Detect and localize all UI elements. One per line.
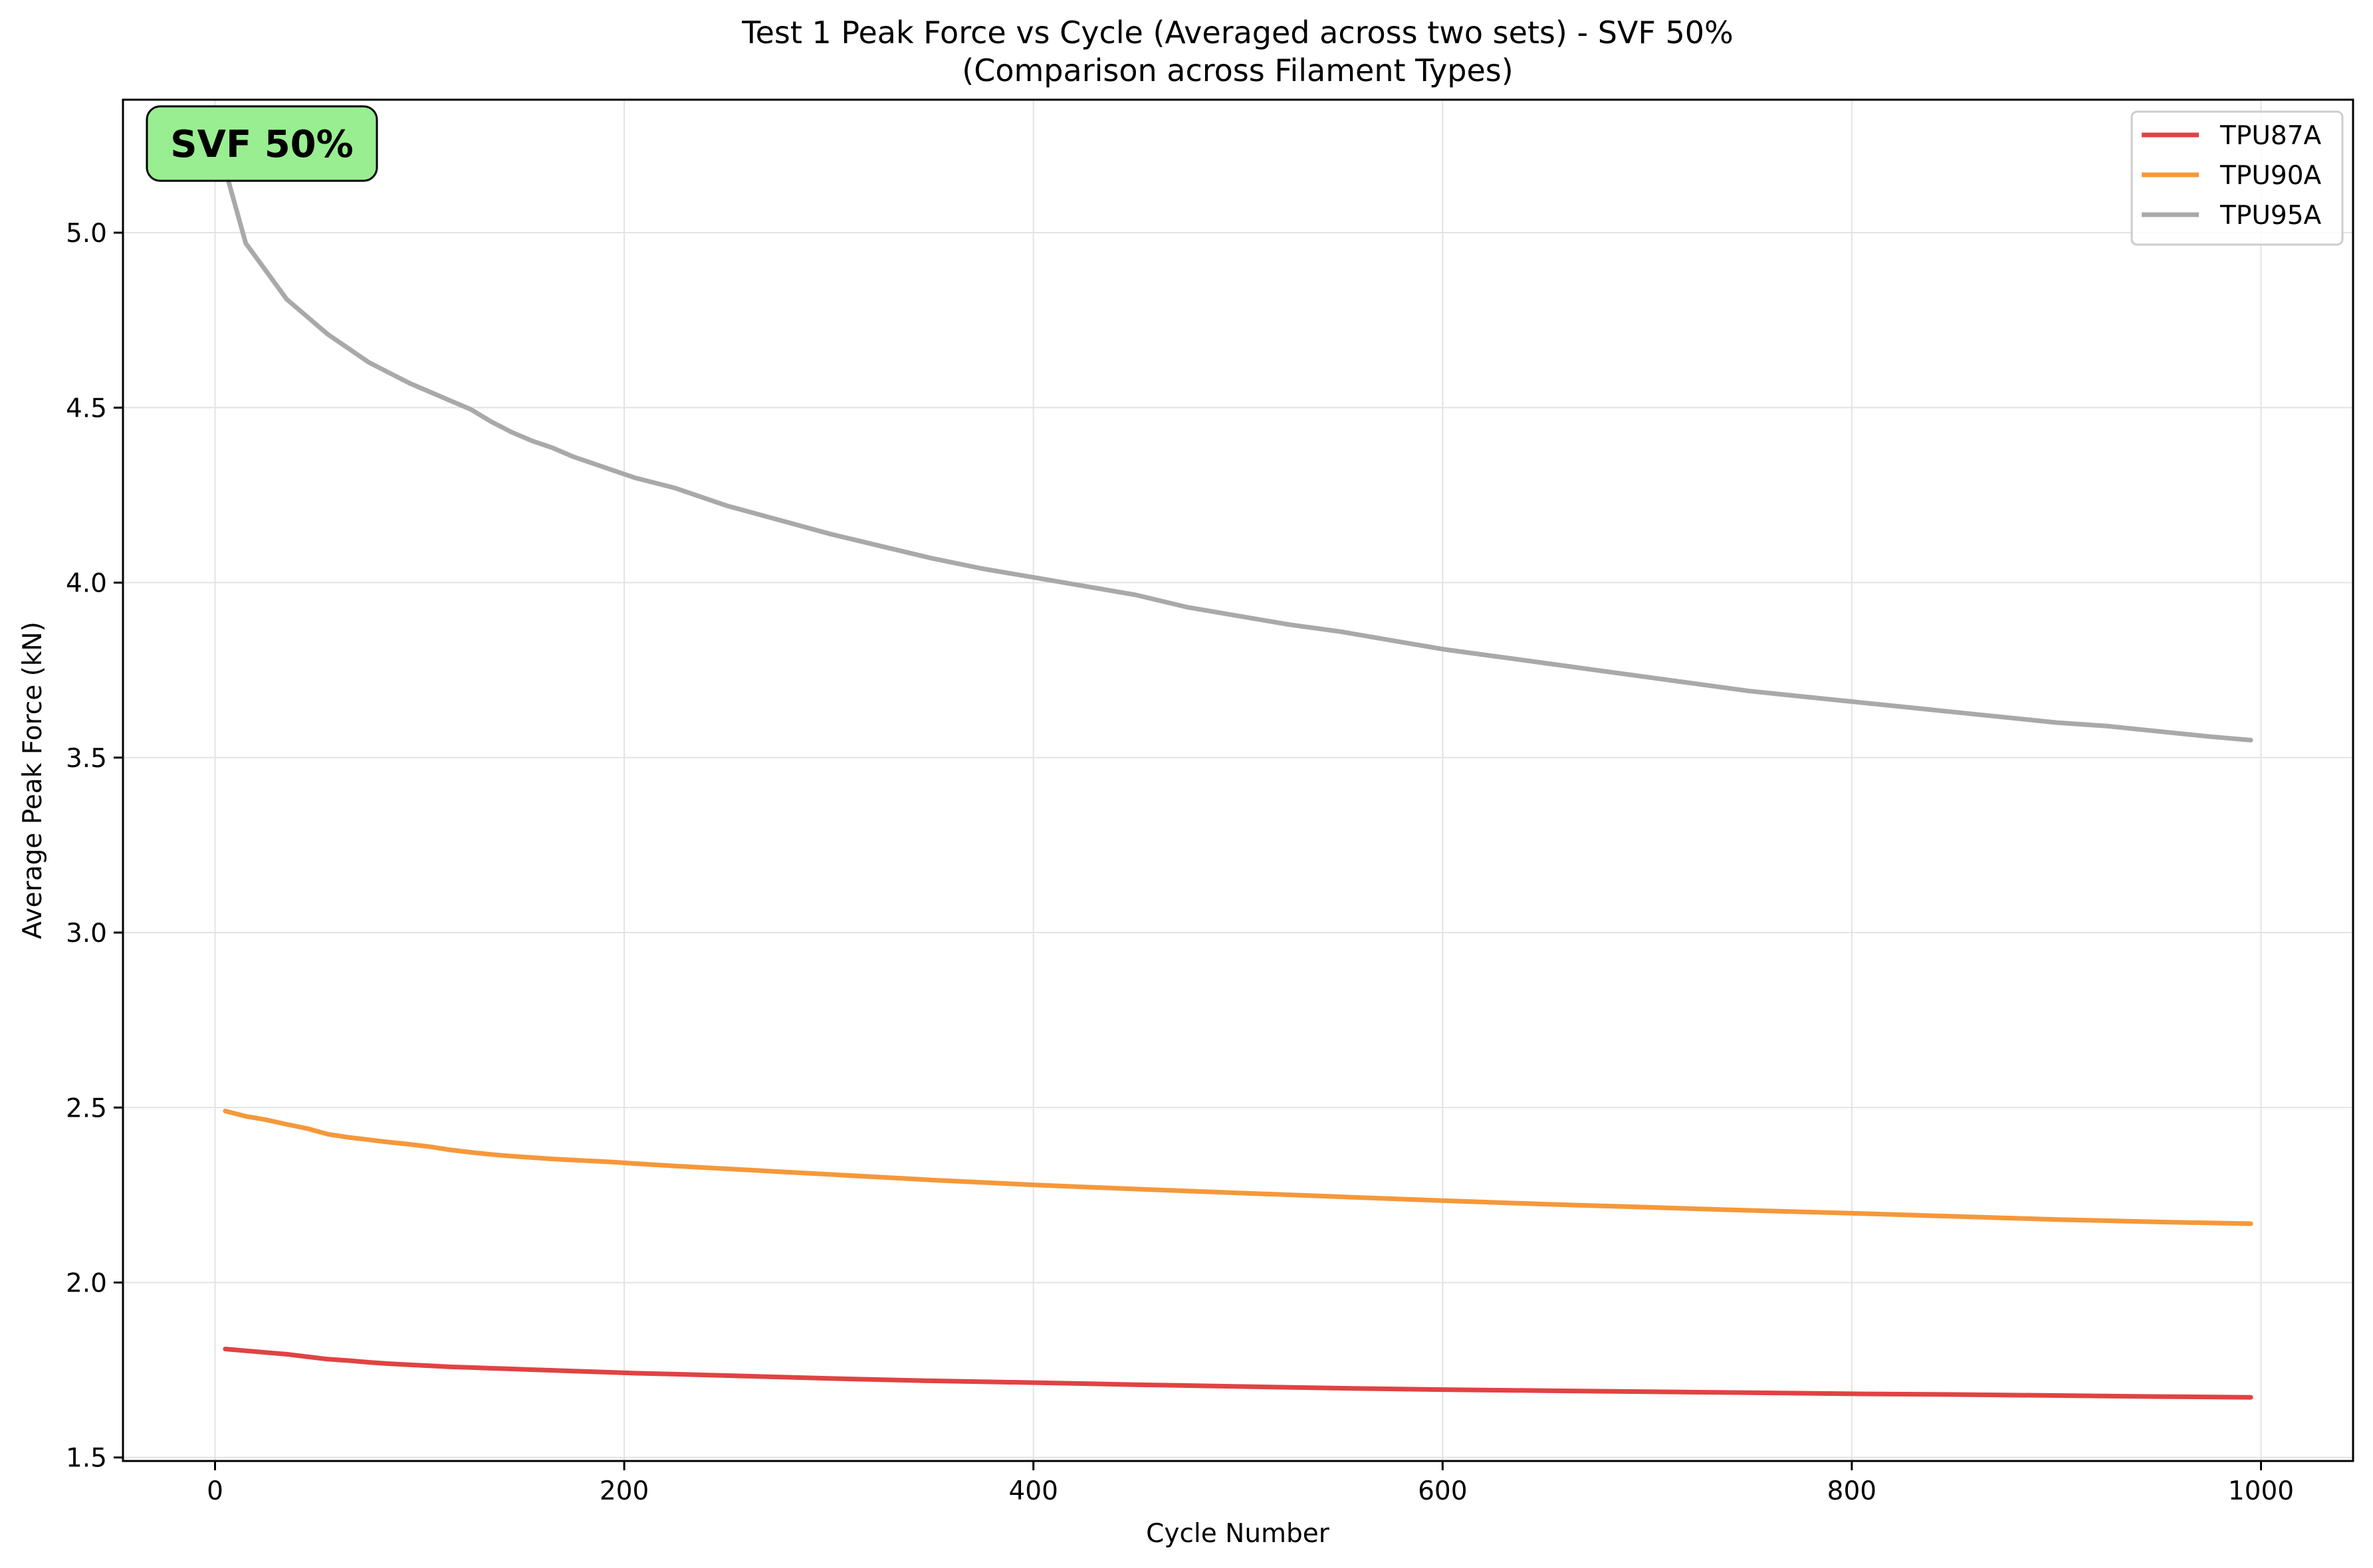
y-tick-label: 2.5 xyxy=(66,1093,107,1123)
gridlines xyxy=(123,100,2353,1461)
svf-annotation-badge: SVF 50% xyxy=(146,105,378,182)
annotation-badge-text: SVF 50% xyxy=(170,123,353,166)
legend-label-tpu87a: TPU87A xyxy=(2219,121,2322,151)
y-tick-label: 1.5 xyxy=(66,1444,107,1474)
y-axis-label: Average Peak Force (kN) xyxy=(18,621,48,939)
annotation-badge-box xyxy=(146,105,378,182)
x-tick-label: 200 xyxy=(600,1476,649,1506)
y-tick-label: 3.0 xyxy=(66,919,107,949)
series-lines xyxy=(223,167,2253,1400)
x-tick-label: 800 xyxy=(1827,1476,1876,1506)
series-line-tpu90a xyxy=(223,1109,2253,1226)
chart-title-line1: Test 1 Peak Force vs Cycle (Averaged acr… xyxy=(741,15,1733,51)
chart-title-line2: (Comparison across Filament Types) xyxy=(962,53,1513,88)
plot-frame xyxy=(122,98,2354,1462)
y-tick-label: 3.5 xyxy=(66,744,107,774)
x-tick-label: 400 xyxy=(1008,1476,1058,1506)
y-tick-label: 2.0 xyxy=(66,1268,107,1298)
legend-box xyxy=(2130,110,2344,246)
x-axis-label: Cycle Number xyxy=(1146,1519,1330,1549)
axis-ticks: 0 200 400 600 800 1000 1.5 2.0 2.5 3.0 3.5 4.0 4.5 5.… xyxy=(66,219,2294,1506)
x-tick-label: 0 xyxy=(207,1476,223,1506)
x-tick-label: 1000 xyxy=(2228,1476,2294,1506)
legend-label-tpu90a: TPU90A xyxy=(2219,161,2322,191)
y-tick-label: 4.5 xyxy=(66,393,107,423)
y-tick-label: 5.0 xyxy=(66,219,107,249)
legend-label-tpu95a: TPU95A xyxy=(2219,201,2322,231)
series-line-tpu87a xyxy=(223,1347,2253,1400)
series-line-tpu95a xyxy=(223,167,2253,742)
legend: TPU87A TPU90A TPU95A xyxy=(2130,110,2344,246)
x-tick-label: 600 xyxy=(1418,1476,1467,1506)
y-tick-label: 4.0 xyxy=(66,569,107,599)
